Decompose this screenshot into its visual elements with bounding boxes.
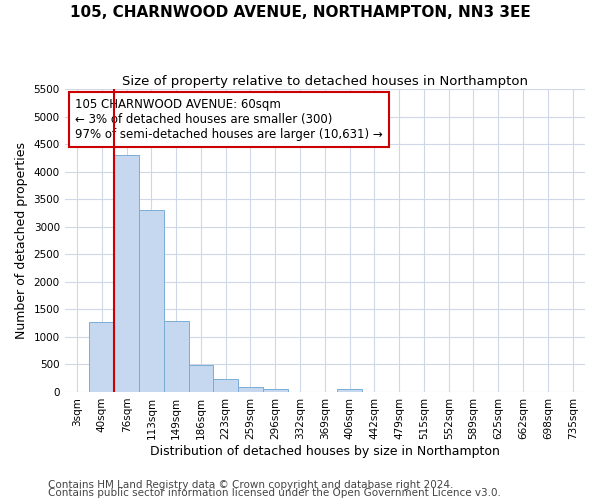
Text: 105, CHARNWOOD AVENUE, NORTHAMPTON, NN3 3EE: 105, CHARNWOOD AVENUE, NORTHAMPTON, NN3 … bbox=[70, 5, 530, 20]
Bar bbox=[214, 380, 238, 392]
Bar bbox=[238, 387, 263, 392]
Bar bbox=[114, 155, 139, 392]
Bar bbox=[89, 322, 114, 392]
Bar bbox=[188, 365, 214, 392]
Y-axis label: Number of detached properties: Number of detached properties bbox=[15, 142, 28, 339]
Text: Contains HM Land Registry data © Crown copyright and database right 2024.: Contains HM Land Registry data © Crown c… bbox=[48, 480, 454, 490]
X-axis label: Distribution of detached houses by size in Northampton: Distribution of detached houses by size … bbox=[150, 444, 500, 458]
Bar bbox=[337, 388, 362, 392]
Title: Size of property relative to detached houses in Northampton: Size of property relative to detached ho… bbox=[122, 75, 528, 88]
Bar bbox=[139, 210, 164, 392]
Bar bbox=[164, 322, 188, 392]
Bar bbox=[263, 388, 287, 392]
Text: 105 CHARNWOOD AVENUE: 60sqm
← 3% of detached houses are smaller (300)
97% of sem: 105 CHARNWOOD AVENUE: 60sqm ← 3% of deta… bbox=[75, 98, 383, 142]
Text: Contains public sector information licensed under the Open Government Licence v3: Contains public sector information licen… bbox=[48, 488, 501, 498]
